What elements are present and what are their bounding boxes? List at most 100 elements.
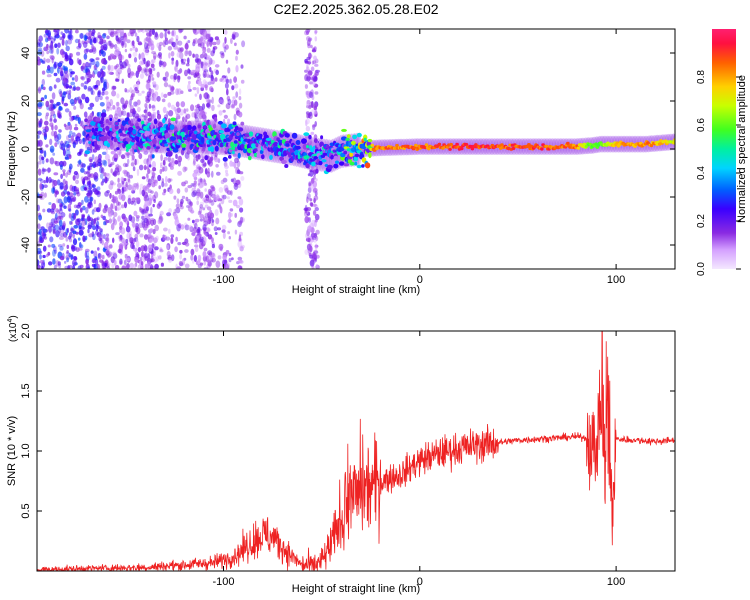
heatmap-noise-cell <box>205 33 210 40</box>
heatmap-noise-cell <box>122 162 128 168</box>
heatmap-noise-cell <box>66 257 69 263</box>
heatmap-ridge-cell <box>284 140 291 145</box>
heatmap-noise-cell <box>94 256 98 261</box>
heatmap-noise-cell <box>218 99 224 104</box>
heatmap-noise-cell <box>94 156 99 164</box>
heatmap-noise-cell <box>151 243 155 249</box>
colorbar: 0.00.20.40.60.8 Normalized spectral ampl… <box>696 29 748 276</box>
heatmap-ridge-cell <box>281 159 287 164</box>
heatmap-noise-cell <box>231 85 235 91</box>
heatmap-noise-cell <box>155 235 159 241</box>
heatmap-noise-cell <box>177 40 183 46</box>
heatmap-noise-cell <box>197 178 200 185</box>
heatmap-noise-cell <box>224 187 229 193</box>
heatmap-noise-cell <box>194 244 199 248</box>
heatmap-noise-cell <box>163 93 168 98</box>
heatmap-noise-cell <box>108 40 112 46</box>
heatmap-noise-cell <box>53 130 58 139</box>
heatmap-noise-cell <box>218 110 223 116</box>
heatmap-noise-cell <box>111 198 116 203</box>
heatmap-noise-cell <box>204 188 207 192</box>
heatmap-ridge-cell <box>166 150 173 157</box>
heatmap-noise-cell <box>194 218 200 223</box>
heatmap-noise-cell <box>68 68 73 73</box>
heatmap-ridge-cell <box>364 162 371 169</box>
heatmap-noise-cell <box>38 35 43 42</box>
heatmap-noise-cell <box>134 47 138 53</box>
heatmap-noise-cell <box>119 258 123 265</box>
heatmap-noise-cell <box>145 184 151 190</box>
heatmap-noise-cell <box>234 83 239 89</box>
heatmap-noise-cell <box>148 197 153 204</box>
heatmap-noise-cell <box>101 254 105 260</box>
heatmap-noise-cell <box>95 57 100 61</box>
heatmap-noise-cell <box>78 229 84 236</box>
heatmap-noise-cell <box>104 172 110 177</box>
heatmap-noise-cell <box>100 181 104 186</box>
snr-x-tick-label: 100 <box>607 576 625 588</box>
heatmap-noise-cell <box>148 244 153 252</box>
heatmap-noise-cell <box>55 208 59 213</box>
heatmap-noise-cell <box>197 210 202 216</box>
heatmap-noise-cell <box>92 47 97 54</box>
heatmap-ridge-cell <box>343 150 348 155</box>
heatmap-ridge-cell <box>132 128 137 135</box>
heatmap-ridge-cell <box>210 146 215 153</box>
heatmap-noise-cell <box>127 67 132 76</box>
heatmap-ridge-cell <box>212 123 217 129</box>
heatmap-noise-cell <box>126 112 130 119</box>
heatmap-noise-cell <box>159 149 163 154</box>
heatmap-noise-cell <box>88 49 94 53</box>
heatmap-noise-cell <box>93 37 97 44</box>
heatmap-ridge-cell <box>349 161 355 166</box>
heatmap-noise-cell <box>46 68 51 74</box>
heatmap-noise-cell <box>153 251 156 257</box>
heatmap-noise-cell <box>131 185 137 192</box>
heatmap-noise-cell <box>228 218 232 224</box>
heatmap-noise-cell <box>152 218 157 226</box>
heatmap-noise-cell <box>313 55 317 61</box>
heatmap-noise-cell <box>203 247 208 252</box>
heatmap-noise-cell <box>128 53 132 59</box>
heatmap-noise-cell <box>135 215 140 219</box>
heatmap-noise-cell <box>53 249 58 254</box>
heatmap-noise-cell <box>210 70 214 76</box>
heatmap-noise-cell <box>239 246 244 252</box>
heatmap-noise-cell <box>104 46 108 51</box>
heatmap-ridge-cell <box>135 136 141 143</box>
heatmap-noise-cell <box>309 259 315 267</box>
heatmap-noise-cell <box>62 220 66 227</box>
heatmap-noise-cell <box>45 144 49 148</box>
heatmap-noise-cell <box>229 78 232 84</box>
heatmap-noise-cell <box>234 157 239 164</box>
heatmap-noise-cell <box>86 71 91 75</box>
heatmap-ridge-cell <box>192 125 197 130</box>
heatmap-noise-cell <box>124 100 129 105</box>
heatmap-ridge-cell <box>321 159 327 163</box>
heatmap-noise-cell <box>71 86 77 91</box>
heatmap-noise-cell <box>105 148 109 155</box>
heatmap-noise-cell <box>53 220 58 224</box>
heatmap-noise-cell <box>198 166 201 171</box>
heatmap-noise-cell <box>80 65 84 72</box>
heatmap-noise-cell <box>151 161 156 169</box>
heatmap-noise-cell <box>53 264 57 269</box>
heatmap-noise-cell <box>138 114 142 120</box>
heatmap-noise-cell <box>121 78 125 84</box>
heatmap-noise-cell <box>139 208 145 213</box>
heatmap-noise-cell <box>156 71 160 78</box>
heatmap-noise-cell <box>161 98 166 103</box>
heatmap-noise-cell <box>105 96 109 100</box>
heatmap-noise-cell <box>202 216 208 223</box>
heatmap-noise-cell <box>87 228 90 234</box>
heatmap-noise-cell <box>76 51 81 56</box>
heatmap-noise-cell <box>192 160 197 167</box>
heatmap-noise-cell <box>60 191 66 197</box>
heatmap-noise-cell <box>136 158 139 165</box>
heatmap-noise-cell <box>132 108 136 112</box>
heatmap-noise-cell <box>116 163 120 171</box>
heatmap-noise-cell <box>199 191 204 199</box>
heatmap-noise-cell <box>104 205 108 209</box>
heatmap-noise-cell <box>91 259 97 264</box>
heatmap-noise-cell <box>90 58 96 66</box>
